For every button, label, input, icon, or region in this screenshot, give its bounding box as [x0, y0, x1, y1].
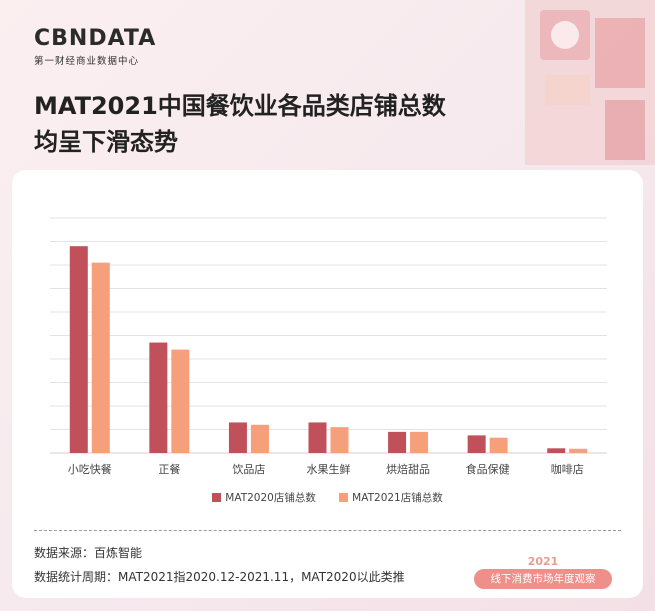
- bar-2020-3: [228, 422, 247, 453]
- legend-swatch-2021: [339, 493, 349, 502]
- chart-card: 小吃快餐 正餐 饮品店 水果生鲜 烘焙甜品 食品保健 咖啡店 MAT2020店铺总数 MAT…: [12, 170, 643, 598]
- legend-item-2020: MAT2020店铺总数: [212, 490, 316, 505]
- annual-report-badge: 2021 线下消费市场年度观察: [470, 555, 616, 593]
- bar-2020-5: [388, 431, 407, 453]
- x-tick-label: 水果生鲜: [307, 462, 351, 476]
- bar-chart: 小吃快餐 正餐 饮品店 水果生鲜 烘焙甜品 食品保健 咖啡店: [50, 217, 607, 476]
- badge-label: 线下消费市场年度观察: [474, 569, 612, 589]
- bar-2021-7: [569, 448, 588, 453]
- storefront-illustration: [525, 0, 655, 165]
- badge-year: 2021: [527, 555, 559, 568]
- bar-2020-4: [308, 422, 327, 453]
- legend-label-2021: MAT2021店铺总数: [352, 492, 443, 504]
- bar-2021-5: [410, 431, 429, 453]
- legend-swatch-2020: [212, 493, 222, 502]
- x-tick-label: 正餐: [158, 462, 180, 476]
- legend-label-2020: MAT2020店铺总数: [225, 492, 316, 504]
- x-tick-label: 小吃快餐: [68, 462, 112, 476]
- x-tick-label: 烘焙甜品: [386, 462, 430, 476]
- bar-2020-2: [149, 342, 168, 453]
- bar-2021-4: [330, 427, 349, 453]
- legend-item-2021: MAT2021店铺总数: [339, 490, 443, 505]
- bar-2020-7: [547, 448, 566, 453]
- bar-2020-1: [69, 246, 88, 453]
- footer-divider: [34, 530, 621, 531]
- x-tick-label: 饮品店: [232, 462, 265, 476]
- x-tick-label: 食品保健: [466, 462, 510, 476]
- bar-2021-3: [250, 424, 269, 453]
- brand-subtitle: 第一财经商业数据中心: [34, 56, 140, 67]
- data-period-note: 数据统计周期：MAT2021指2020.12-2021.11，MAT2020以此…: [34, 570, 405, 584]
- bar-2021-2: [171, 349, 190, 453]
- x-tick-label: 咖啡店: [551, 462, 584, 476]
- page-title: MAT2021中国餐饮业各品类店铺总数 均呈下滑态势: [34, 88, 554, 160]
- bar-2021-6: [489, 437, 508, 453]
- bar-2021-1: [91, 262, 110, 453]
- bar-2020-6: [467, 435, 486, 453]
- page-title-line-2: 均呈下滑态势: [34, 128, 178, 156]
- chart-legend: MAT2020店铺总数 MAT2021店铺总数: [12, 490, 643, 505]
- brand-name: CBNDATA: [34, 26, 157, 51]
- brand-logo: CBNDATA 第一财经商业数据中心: [34, 26, 156, 67]
- data-source-note: 数据来源：百炼智能: [34, 546, 143, 560]
- page-title-line-1: MAT2021中国餐饮业各品类店铺总数: [34, 92, 446, 120]
